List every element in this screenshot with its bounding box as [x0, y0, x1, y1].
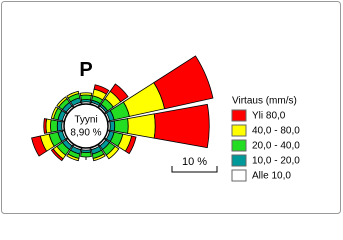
rose-segment — [50, 119, 59, 133]
scale-bar — [171, 166, 218, 173]
rose-segment — [43, 118, 48, 134]
legend-swatch — [231, 139, 247, 152]
legend-title: Virtaus (mm/s) — [232, 96, 297, 107]
rose-segment — [56, 120, 63, 132]
rose-segment — [56, 96, 68, 108]
rose-segment — [92, 153, 106, 162]
legend-label: Alle 10,0 — [252, 171, 291, 182]
rose-segment — [66, 90, 80, 99]
legend-label: 40,0 - 80,0 — [252, 126, 300, 137]
page: {"chart_data": {"type": "windrose", "cat… — [1, 1, 341, 214]
legend-label: Yli 80,0 — [252, 111, 286, 122]
rose-segment — [80, 151, 92, 158]
rose-segment — [113, 118, 129, 134]
rose-segment — [127, 113, 156, 139]
rose-segment — [31, 135, 48, 157]
chart: Virtaus (mm/s) P Tyyni 8,90 % Yli 80,0 40,0 … — [1, 1, 341, 214]
rose-segment — [45, 118, 52, 134]
rose-segment — [153, 55, 214, 110]
calm-label: Tyyni — [74, 115, 97, 126]
rose-segment — [124, 135, 137, 155]
rose-segment — [80, 94, 92, 101]
legend-swatch — [231, 109, 247, 122]
rose-segment — [105, 145, 120, 160]
rose-segment — [50, 148, 64, 162]
direction-label: P — [79, 59, 92, 81]
calm-circle — [63, 103, 109, 149]
rose-segment — [93, 84, 110, 95]
rose-segment — [153, 103, 210, 149]
rose-segment — [109, 83, 129, 103]
legend-label: 20,0 - 40,0 — [252, 141, 300, 152]
scale-label: 10 % — [182, 156, 207, 168]
calm-value: 8,90 % — [70, 128, 101, 139]
legend-swatch — [231, 169, 247, 182]
rose-segment — [109, 120, 116, 132]
rose-segment — [50, 106, 59, 120]
rose-segment — [66, 153, 80, 162]
legend-label: 10,0 - 20,0 — [252, 156, 300, 167]
legend-swatch — [231, 124, 247, 137]
legend-swatch — [231, 154, 247, 167]
rose-segment — [79, 92, 93, 96]
